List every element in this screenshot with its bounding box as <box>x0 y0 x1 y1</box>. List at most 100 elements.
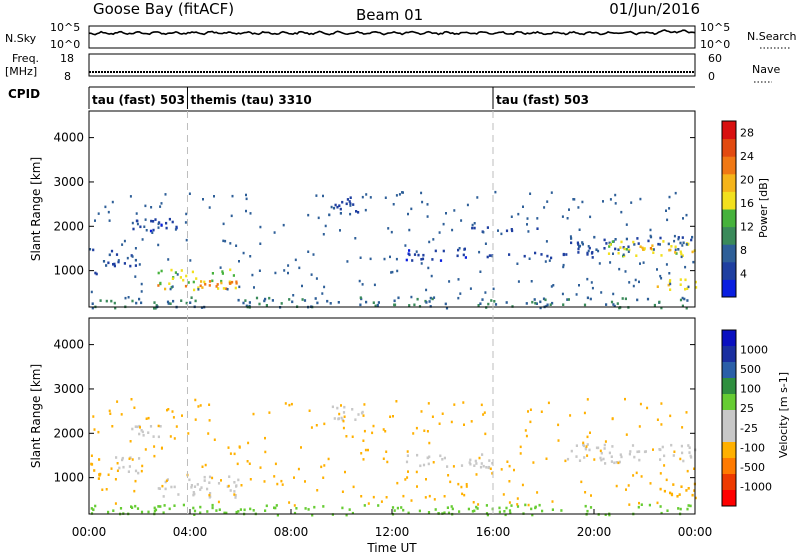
range-cell <box>259 225 262 229</box>
range-cell <box>485 504 488 507</box>
range-cell <box>237 510 240 513</box>
range-cell <box>258 302 261 306</box>
range-cell <box>492 287 495 291</box>
range-cell <box>164 487 167 491</box>
range-cell <box>589 431 591 434</box>
range-cell <box>500 468 503 471</box>
range-cell <box>140 510 144 514</box>
range-cell <box>193 513 196 516</box>
range-cell <box>513 468 515 472</box>
power-colorbar-swatch <box>722 173 736 192</box>
range-cell <box>677 507 680 510</box>
range-cell <box>200 486 203 489</box>
range-cell <box>509 511 512 515</box>
range-cell <box>157 505 160 508</box>
range-cell <box>288 298 291 301</box>
range-cell <box>534 251 537 255</box>
range-cell <box>669 279 672 282</box>
range-cell <box>395 400 398 403</box>
range-cell <box>418 509 421 513</box>
range-cell <box>511 229 514 233</box>
range-cell <box>426 430 429 433</box>
range-cell <box>450 505 453 508</box>
range-cell <box>534 301 537 305</box>
range-cell <box>238 285 241 289</box>
range-cell <box>640 475 643 478</box>
range-cell <box>168 507 171 511</box>
range-cell <box>360 495 363 498</box>
range-cell <box>669 282 672 286</box>
range-cell <box>215 509 218 512</box>
range-cell <box>476 196 479 199</box>
range-cell <box>693 467 695 470</box>
range-cell <box>211 272 214 275</box>
range-cell <box>428 441 431 445</box>
y-tick-label: 4000 <box>53 131 84 145</box>
range-cell <box>569 235 572 238</box>
range-cell <box>428 494 431 498</box>
range-cell <box>415 470 418 474</box>
range-cell <box>690 238 693 242</box>
range-cell <box>208 496 211 499</box>
range-cell <box>397 296 400 300</box>
range-cell <box>193 492 196 496</box>
range-cell <box>264 297 267 301</box>
range-cell <box>293 476 295 479</box>
range-cell <box>674 191 677 195</box>
range-cell <box>173 504 176 507</box>
range-cell <box>364 208 367 212</box>
range-cell <box>345 513 348 517</box>
range-cell <box>362 439 365 442</box>
range-cell <box>677 236 680 239</box>
range-cell <box>338 412 341 416</box>
range-cell <box>154 508 158 512</box>
range-cell <box>258 269 261 272</box>
range-cell <box>480 462 483 465</box>
range-cell <box>646 297 650 301</box>
range-cell <box>330 205 333 209</box>
range-cell <box>154 218 157 221</box>
range-cell <box>581 241 584 244</box>
range-cell <box>227 446 230 449</box>
range-cell <box>385 496 388 499</box>
range-cell <box>248 462 251 465</box>
range-cell <box>174 228 177 231</box>
range-cell <box>452 465 455 468</box>
range-cell <box>656 268 658 271</box>
range-cell <box>628 281 631 284</box>
range-cell <box>177 493 180 496</box>
range-cell <box>94 271 97 275</box>
range-cell <box>208 419 211 422</box>
range-cell <box>303 299 307 302</box>
range-cell <box>349 212 352 216</box>
range-cell <box>334 203 337 207</box>
range-cell <box>331 405 334 409</box>
range-cell <box>193 485 197 488</box>
range-cell <box>510 215 513 218</box>
range-cell <box>340 404 342 407</box>
range-cell <box>235 484 238 487</box>
range-cell <box>237 478 240 482</box>
range-cell <box>508 253 511 256</box>
freq-label-line1: Freq. <box>12 52 39 65</box>
range-cell <box>609 261 612 264</box>
range-cell <box>91 306 94 310</box>
range-cell <box>187 281 190 284</box>
range-cell <box>93 428 96 431</box>
range-cell <box>519 445 522 449</box>
range-cell <box>336 205 339 209</box>
range-cell <box>324 224 327 228</box>
range-cell <box>307 508 310 511</box>
range-cell <box>605 303 608 306</box>
range-cell <box>643 450 647 454</box>
range-cell <box>147 416 150 420</box>
range-cell <box>593 235 596 239</box>
range-cell <box>548 259 551 262</box>
range-cell <box>245 209 247 213</box>
cpid-segment-label: tau (fast) 503 <box>496 93 589 107</box>
range-cell <box>253 286 255 289</box>
range-cell <box>465 485 468 488</box>
range-cell <box>639 402 642 406</box>
range-cell <box>603 238 606 242</box>
range-cell <box>551 500 554 503</box>
